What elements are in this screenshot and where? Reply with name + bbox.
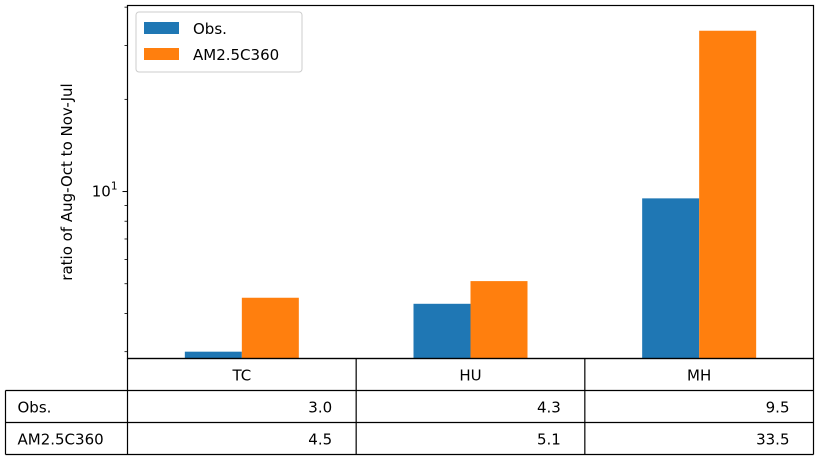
y-axis-label: ratio of Aug-Oct to Nov-Jul: [58, 83, 76, 280]
table-column-header: TC: [231, 367, 251, 385]
table-cell: 9.5: [766, 399, 790, 417]
bars-group: [184, 30, 757, 359]
table-column-header: MH: [687, 367, 711, 385]
legend-label-am2-5c360: AM2.5C360: [193, 46, 279, 64]
table-cell: 5.1: [537, 431, 561, 449]
table-row-label: Obs.: [18, 399, 52, 417]
table-column-header: HU: [459, 367, 481, 385]
bar-am2-5c360-mh: [699, 30, 757, 359]
bar-am2-5c360-hu: [470, 281, 528, 359]
table-cell: 4.5: [308, 431, 332, 449]
legend: Obs. AM2.5C360: [135, 11, 303, 73]
table-row-label: AM2.5C360: [18, 431, 104, 449]
table-cell: 33.5: [756, 431, 789, 449]
y-axis: 101: [92, 6, 128, 353]
bar-obs--mh: [642, 198, 700, 359]
y-tick-label: 101: [92, 181, 118, 201]
data-table: TC HU MH Obs. 3.0 4.3 9.5 AM2.5C360 4.5 5.1 33.5: [4, 357, 815, 456]
bar-am2-5c360-tc: [241, 297, 299, 359]
table-cell: 4.3: [537, 399, 561, 417]
table-cell: 3.0: [308, 399, 332, 417]
legend-label-obs-: Obs.: [193, 20, 227, 38]
bar-obs--tc: [184, 351, 242, 359]
legend-swatch-am2-5c360: [144, 48, 179, 60]
bar-obs--hu: [413, 303, 471, 359]
legend-swatch-obs-: [144, 22, 179, 34]
